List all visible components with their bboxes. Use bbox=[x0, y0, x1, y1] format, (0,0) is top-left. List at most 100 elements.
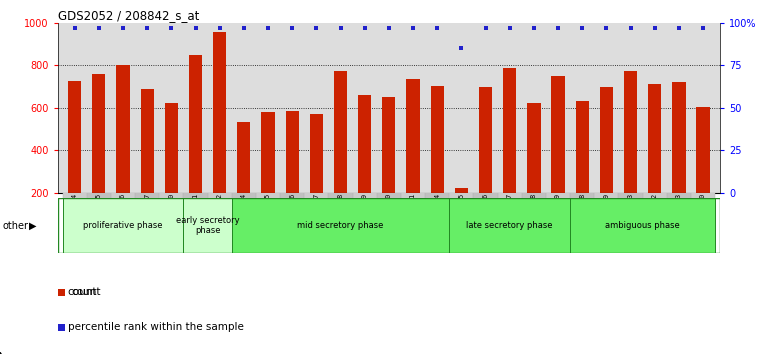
Bar bbox=[449, 193, 474, 198]
Point bbox=[480, 25, 492, 31]
Text: GSM109833: GSM109833 bbox=[676, 193, 682, 232]
Text: GSM109834: GSM109834 bbox=[434, 193, 440, 232]
Text: GSM109819: GSM109819 bbox=[604, 193, 609, 232]
Text: GDS2052 / 208842_s_at: GDS2052 / 208842_s_at bbox=[58, 9, 199, 22]
Bar bbox=[358, 95, 371, 193]
Point bbox=[359, 25, 371, 31]
Text: GSM109829: GSM109829 bbox=[362, 193, 368, 232]
Bar bbox=[58, 324, 65, 331]
Bar bbox=[667, 193, 691, 198]
Bar bbox=[208, 193, 232, 198]
Text: GSM109822: GSM109822 bbox=[216, 193, 223, 232]
Point bbox=[92, 25, 105, 31]
Bar bbox=[87, 193, 111, 198]
Bar bbox=[425, 193, 449, 198]
Bar bbox=[407, 79, 420, 193]
Text: percentile rank within the sample: percentile rank within the sample bbox=[68, 322, 243, 332]
Bar bbox=[334, 71, 347, 193]
Point bbox=[238, 25, 250, 31]
Bar bbox=[165, 103, 178, 193]
Bar bbox=[261, 112, 275, 193]
Text: late secretory phase: late secretory phase bbox=[467, 221, 553, 230]
Bar bbox=[62, 198, 183, 253]
Text: ambiguous phase: ambiguous phase bbox=[605, 221, 680, 230]
Bar bbox=[68, 81, 82, 193]
Bar bbox=[479, 87, 492, 193]
Bar bbox=[672, 82, 685, 193]
Bar bbox=[232, 198, 449, 253]
Text: GSM109836: GSM109836 bbox=[483, 193, 488, 232]
Point bbox=[334, 25, 346, 31]
Point bbox=[648, 25, 661, 31]
Bar bbox=[648, 84, 661, 193]
Text: early secretory
phase: early secretory phase bbox=[176, 216, 239, 235]
Bar bbox=[377, 193, 401, 198]
Text: GSM109838: GSM109838 bbox=[531, 193, 537, 232]
Bar bbox=[618, 193, 643, 198]
Bar bbox=[92, 74, 105, 193]
Bar bbox=[286, 111, 299, 193]
Point bbox=[213, 25, 226, 31]
Bar bbox=[503, 68, 517, 193]
Bar bbox=[497, 193, 522, 198]
Text: GSM109814: GSM109814 bbox=[72, 193, 78, 232]
Text: GSM109830: GSM109830 bbox=[386, 193, 392, 232]
Bar bbox=[183, 193, 208, 198]
Bar bbox=[116, 65, 129, 193]
Text: GSM109826: GSM109826 bbox=[290, 193, 295, 232]
Bar bbox=[401, 193, 425, 198]
Bar bbox=[474, 193, 497, 198]
Text: GSM109832: GSM109832 bbox=[651, 193, 658, 232]
Point bbox=[141, 25, 153, 31]
Point bbox=[504, 25, 516, 31]
Bar bbox=[522, 193, 546, 198]
Point bbox=[697, 25, 709, 31]
Text: GSM109828: GSM109828 bbox=[337, 193, 343, 232]
Bar bbox=[159, 193, 183, 198]
Bar bbox=[280, 193, 304, 198]
Bar bbox=[570, 193, 594, 198]
Point bbox=[310, 25, 323, 31]
Text: ▶: ▶ bbox=[29, 221, 37, 231]
Bar bbox=[527, 103, 541, 193]
Bar bbox=[353, 193, 377, 198]
Bar bbox=[455, 188, 468, 193]
Bar bbox=[183, 198, 232, 253]
Bar bbox=[310, 114, 323, 193]
Point bbox=[673, 25, 685, 31]
Bar bbox=[570, 198, 715, 253]
Bar bbox=[213, 32, 226, 193]
Bar bbox=[449, 198, 570, 253]
Text: count: count bbox=[72, 287, 101, 297]
Point bbox=[262, 25, 274, 31]
Text: proliferative phase: proliferative phase bbox=[83, 221, 162, 230]
Bar bbox=[575, 101, 589, 193]
Point bbox=[383, 25, 395, 31]
Point bbox=[552, 25, 564, 31]
Point bbox=[166, 25, 178, 31]
Bar bbox=[304, 193, 329, 198]
Bar bbox=[141, 89, 154, 193]
Text: GSM109821: GSM109821 bbox=[192, 193, 199, 232]
Bar bbox=[189, 55, 203, 193]
Text: GSM109820: GSM109820 bbox=[169, 193, 174, 232]
Text: GSM109839: GSM109839 bbox=[555, 193, 561, 232]
Text: GSM109840: GSM109840 bbox=[700, 193, 706, 232]
Text: GSM109837: GSM109837 bbox=[507, 193, 513, 232]
Text: GSM109817: GSM109817 bbox=[144, 193, 150, 232]
Point bbox=[624, 25, 637, 31]
Point bbox=[576, 25, 588, 31]
Bar bbox=[551, 76, 564, 193]
Text: GSM109815: GSM109815 bbox=[95, 193, 102, 232]
Bar bbox=[546, 193, 570, 198]
Bar bbox=[135, 193, 159, 198]
Text: GSM109835: GSM109835 bbox=[458, 193, 464, 232]
Bar bbox=[430, 86, 444, 193]
Bar bbox=[624, 71, 638, 193]
Point bbox=[69, 25, 81, 31]
Text: GSM109825: GSM109825 bbox=[265, 193, 271, 232]
Bar bbox=[600, 87, 613, 193]
Point bbox=[455, 46, 467, 51]
Text: GSM109824: GSM109824 bbox=[241, 193, 247, 232]
Text: GSM109818: GSM109818 bbox=[579, 193, 585, 232]
